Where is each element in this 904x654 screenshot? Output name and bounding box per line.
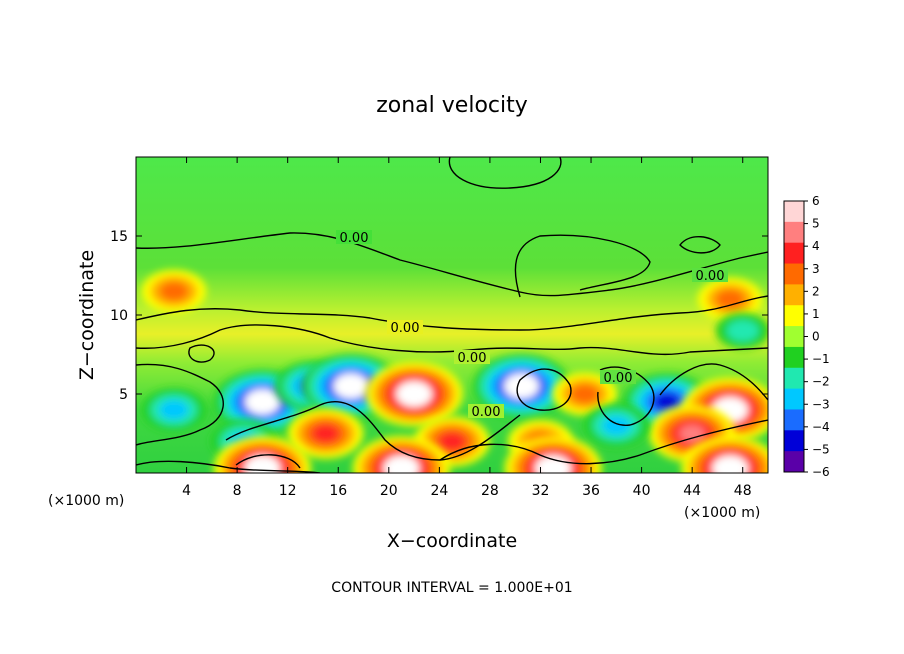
contour-line <box>136 363 224 446</box>
colorbar-tick-label: −5 <box>812 442 830 456</box>
zero-contours <box>136 157 768 473</box>
contour-line <box>514 234 651 298</box>
contour-label: 0.00 <box>696 269 725 284</box>
contour-line <box>188 344 215 363</box>
x-axis-ticks: 4 8 12 16 20 24 28 32 36 40 44 48 <box>182 157 752 499</box>
colorbar-tick-label: −3 <box>812 397 830 411</box>
contour-line <box>136 232 768 297</box>
y-axis-ticks: 5 10 15 <box>110 229 768 403</box>
x-tick-label: 48 <box>734 483 752 499</box>
contour-label-bg <box>600 370 636 384</box>
contour-label: 0.00 <box>391 321 420 336</box>
contour-label: 0.00 <box>604 371 633 386</box>
field-feature <box>141 388 207 432</box>
x-tick-label: 44 <box>683 483 701 499</box>
x-tick-label: 20 <box>380 483 398 499</box>
contour-label-bg <box>468 404 504 418</box>
colorbar-tick-label: −2 <box>812 375 830 389</box>
colorbar-tick-label: 4 <box>812 239 820 253</box>
colorbar-segment <box>784 367 804 390</box>
x-unit-right: (×1000 m) <box>684 505 760 521</box>
x-tick-label: 36 <box>582 483 600 499</box>
contour-line <box>235 454 301 469</box>
x-tick-label: 12 <box>279 483 297 499</box>
contour-line <box>597 366 655 426</box>
contour-line <box>516 368 572 411</box>
y-tick-label: 5 <box>119 387 128 403</box>
contour-line <box>679 236 721 254</box>
x-axis-label: X−coordinate <box>387 530 517 552</box>
x-tick-label: 32 <box>532 483 550 499</box>
colorbar-tick-label: 5 <box>812 217 820 231</box>
x-tick-label: 28 <box>481 483 499 499</box>
colorbar-tick-label: 1 <box>812 307 820 321</box>
contour-label: 0.00 <box>340 231 369 246</box>
field-feature <box>681 435 768 473</box>
colorbar: 6 5 4 3 2 1 0 −1 −2 −3 −4 −5 −6 <box>783 194 830 479</box>
colorbar-segment <box>784 346 804 369</box>
colorbar-segment <box>784 284 804 306</box>
colorbar-tick-label: −6 <box>812 465 830 479</box>
velocity-field <box>136 157 768 473</box>
contour-line <box>439 419 768 465</box>
contour-line <box>448 157 562 189</box>
field-feature <box>287 408 364 459</box>
colorbar-segment <box>784 451 804 473</box>
colorbar-tick-label: −1 <box>812 352 830 366</box>
field-feature <box>352 435 451 473</box>
colorbar-segment <box>784 326 804 348</box>
field-feature <box>472 353 571 419</box>
y-tick-label: 15 <box>110 229 128 245</box>
x-tick-label: 16 <box>329 483 347 499</box>
contour-label-bg <box>387 320 423 334</box>
colorbar-tick-label: 3 <box>812 262 820 276</box>
x-unit-left: (×1000 m) <box>48 493 124 509</box>
colorbar-segment <box>784 201 804 223</box>
field-feature <box>715 312 768 349</box>
contour-line <box>136 460 321 473</box>
colorbar-tick-label: 0 <box>812 330 820 344</box>
colorbar-segment <box>784 430 804 452</box>
colorbar-segment <box>784 221 804 244</box>
field-feature <box>141 269 207 313</box>
contour-line <box>136 324 768 356</box>
contour-label-bg <box>692 268 728 282</box>
x-tick-label: 8 <box>233 483 242 499</box>
contour-labels: 0.00 0.00 0.00 0.00 0.00 0.00 <box>336 230 728 420</box>
colorbar-tick-label: 2 <box>812 284 820 298</box>
contour-interval-note: CONTOUR INTERVAL = 1.000E+01 <box>331 580 572 596</box>
field-feature <box>697 277 763 321</box>
contour-label-bg <box>454 350 490 364</box>
colorbar-segment <box>784 409 804 431</box>
colorbar-segment <box>784 263 804 285</box>
colorbar-tick-label: −4 <box>812 420 830 434</box>
colorbar-segment <box>784 388 804 410</box>
contour-line <box>225 401 521 461</box>
contour-label: 0.00 <box>472 405 501 420</box>
colorbar-segment <box>784 305 804 327</box>
x-tick-label: 4 <box>182 483 191 499</box>
contour-label: 0.00 <box>458 351 487 366</box>
x-tick-label: 40 <box>633 483 651 499</box>
contour-label-bg <box>336 230 372 244</box>
colorbar-segment <box>784 242 804 265</box>
field-feature <box>583 404 649 448</box>
contour-line <box>659 363 768 401</box>
field-feature <box>365 361 463 427</box>
chart-title: zonal velocity <box>376 93 528 118</box>
y-tick-label: 10 <box>110 308 128 324</box>
y-axis-label: Z−coordinate <box>76 250 98 380</box>
contour-line <box>136 295 768 331</box>
colorbar-tick-label: 6 <box>812 194 820 208</box>
x-tick-label: 24 <box>430 483 448 499</box>
